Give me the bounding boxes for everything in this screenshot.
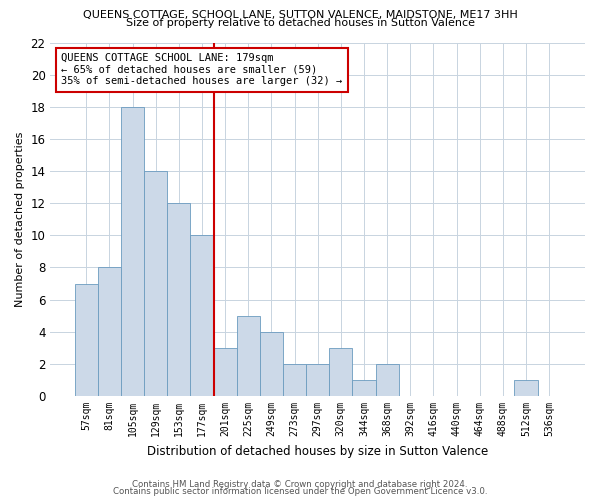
Bar [190,236,214,396]
Text: Contains HM Land Registry data © Crown copyright and database right 2024.: Contains HM Land Registry data © Crown c… [132,480,468,489]
Text: Size of property relative to detached houses in Sutton Valence: Size of property relative to detached ho… [125,18,475,28]
Text: QUEENS COTTAGE, SCHOOL LANE, SUTTON VALENCE, MAIDSTONE, ME17 3HH: QUEENS COTTAGE, SCHOOL LANE, SUTTON VALE… [83,10,517,20]
X-axis label: Distribution of detached houses by size in Sutton Valence: Distribution of detached houses by size … [147,444,488,458]
Bar [98,268,121,396]
Y-axis label: Number of detached properties: Number of detached properties [15,132,25,307]
Bar [352,380,376,396]
Bar [75,284,98,396]
Text: Contains public sector information licensed under the Open Government Licence v3: Contains public sector information licen… [113,487,487,496]
Bar [329,348,352,396]
Bar [260,332,283,396]
Bar [144,171,167,396]
Bar [167,203,190,396]
Bar [121,107,144,396]
Text: QUEENS COTTAGE SCHOOL LANE: 179sqm
← 65% of detached houses are smaller (59)
35%: QUEENS COTTAGE SCHOOL LANE: 179sqm ← 65%… [61,53,343,86]
Bar [514,380,538,396]
Bar [376,364,399,396]
Bar [237,316,260,396]
Bar [214,348,237,396]
Bar [306,364,329,396]
Bar [283,364,306,396]
